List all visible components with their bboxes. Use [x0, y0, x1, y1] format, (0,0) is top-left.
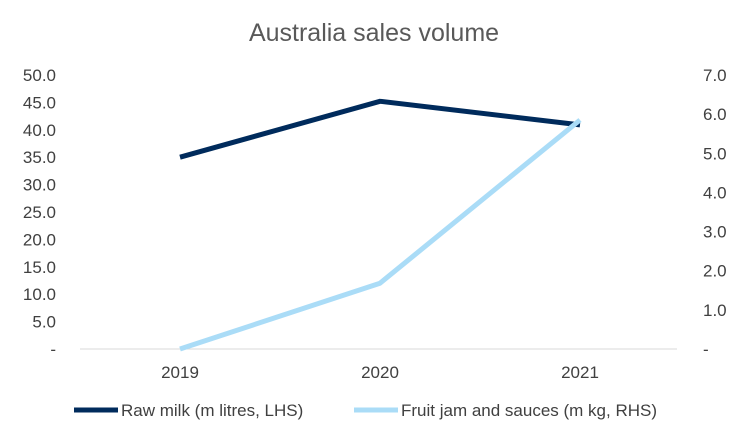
x-tick-label: 2020: [361, 363, 399, 382]
series-group: [179, 98, 582, 352]
left-tick-label: 15.0: [23, 258, 56, 277]
legend: Raw milk (m litres, LHS) Fruit jam and sa…: [74, 401, 657, 420]
right-tick-label: -: [703, 340, 709, 359]
left-tick-label: 25.0: [23, 203, 56, 222]
left-tick-label: 20.0: [23, 230, 56, 249]
right-axis: - 1.0 2.0 3.0 4.0 5.0 6.0 7.0: [703, 66, 727, 359]
right-tick-label: 3.0: [703, 223, 727, 242]
left-axis: - 5.0 10.0 15.0 20.0 25.0 30.0 35.0 40.0 45.0 50.0: [23, 66, 56, 359]
left-tick-label: 50.0: [23, 66, 56, 85]
left-tick-label: 5.0: [32, 313, 56, 332]
left-tick-label: -: [50, 340, 56, 359]
right-tick-label: 2.0: [703, 262, 727, 281]
x-tick-label: 2021: [561, 363, 599, 382]
legend-label: Raw milk (m litres, LHS): [121, 401, 303, 420]
x-tick-label: 2019: [161, 363, 199, 382]
left-tick-label: 30.0: [23, 176, 56, 195]
x-axis: 2019 2020 2021: [161, 363, 599, 382]
left-tick-label: 10.0: [23, 285, 56, 304]
left-tick-label: 40.0: [23, 121, 56, 140]
right-tick-label: 7.0: [703, 66, 727, 85]
right-tick-label: 6.0: [703, 105, 727, 124]
legend-label: Fruit jam and sauces (m kg, RHS): [401, 401, 657, 420]
right-tick-label: 5.0: [703, 144, 727, 163]
right-tick-label: 1.0: [703, 301, 727, 320]
left-tick-label: 35.0: [23, 148, 56, 167]
chart-title: Australia sales volume: [249, 19, 499, 47]
series-line-raw-milk: [179, 98, 581, 160]
series-line-fruit-jam: [179, 118, 582, 352]
right-tick-label: 4.0: [703, 183, 727, 202]
left-tick-label: 45.0: [23, 93, 56, 112]
